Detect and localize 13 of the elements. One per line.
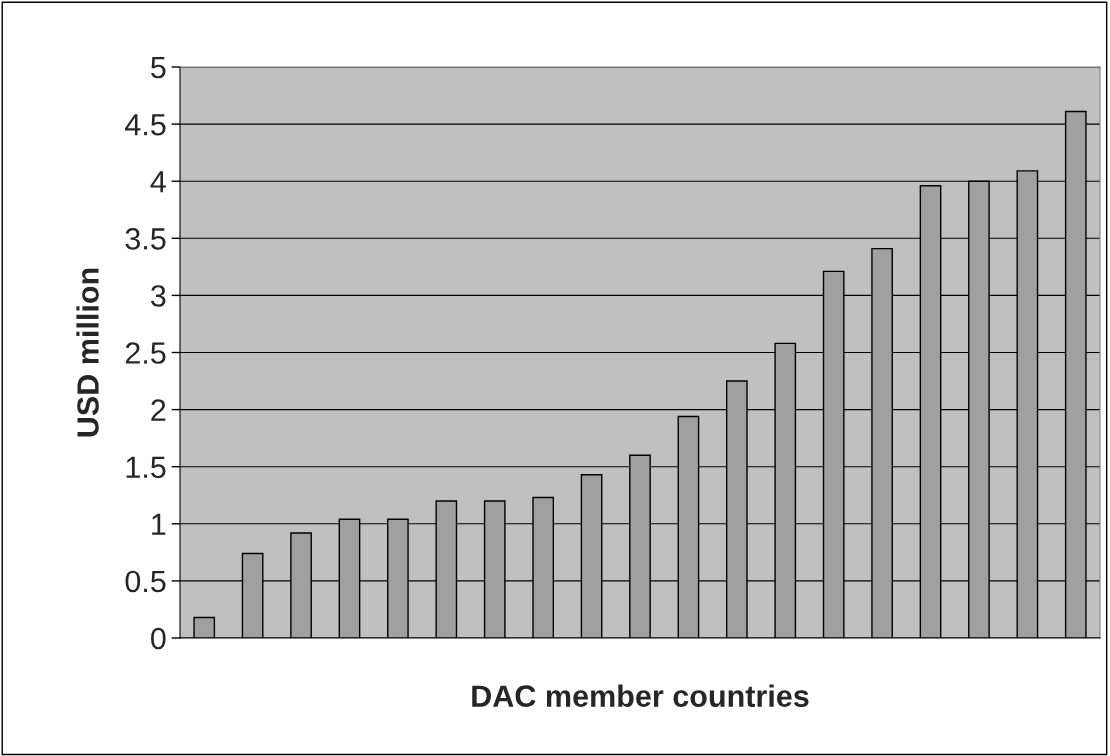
y-tick-label: 0.5 [125, 570, 166, 593]
y-tick-label: 3.5 [125, 228, 166, 250]
y-tick-label: 4.5 [125, 114, 166, 136]
y-tick-label: 2 [151, 399, 166, 421]
y-tick-label: 1.5 [126, 456, 166, 479]
y-tick-label: 2.5 [125, 342, 166, 364]
y-tick-label: 5 [151, 57, 166, 79]
y-axis-title: USD million [76, 268, 99, 437]
y-tick-label: 3 [150, 285, 166, 307]
y-tick-label: 4 [150, 171, 166, 193]
y-tick-label: 0 [151, 627, 166, 650]
y-tick-label: 1 [152, 513, 166, 535]
x-axis-title: DAC member countries [472, 684, 809, 707]
